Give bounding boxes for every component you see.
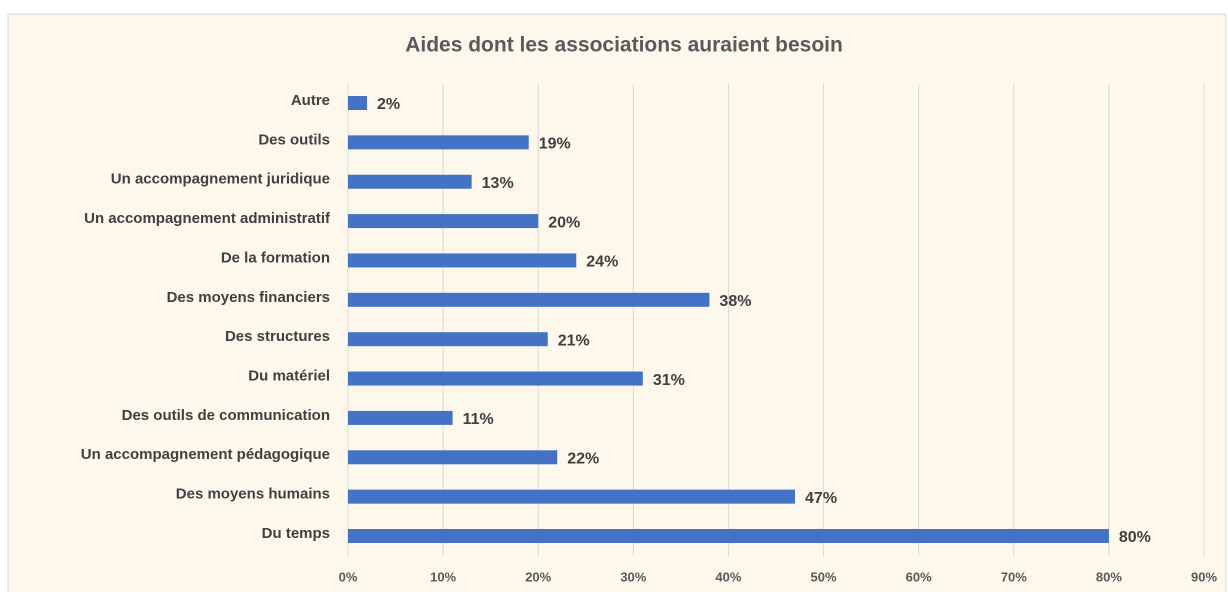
data-label: 20% xyxy=(548,214,580,231)
bar xyxy=(348,96,368,110)
bar xyxy=(348,529,1109,543)
x-tick-label: 30% xyxy=(620,569,646,584)
bar xyxy=(348,135,529,150)
y-tick-label: Du matériel xyxy=(248,368,330,385)
data-label: 22% xyxy=(567,450,599,467)
x-tick-label: 80% xyxy=(1096,569,1122,584)
x-tick-label: 50% xyxy=(811,569,837,584)
chart-title: Aides dont les associations auraient bes… xyxy=(405,34,843,57)
y-tick-label: Des outils de communication xyxy=(122,407,330,424)
x-tick-label: 20% xyxy=(525,569,551,584)
x-tick-label: 40% xyxy=(715,569,741,584)
y-tick-label: Un accompagnement juridique xyxy=(111,171,330,188)
data-label: 21% xyxy=(558,332,590,349)
x-tick-label: 0% xyxy=(339,569,358,584)
bar xyxy=(348,253,577,268)
data-label: 11% xyxy=(463,411,494,428)
data-label: 38% xyxy=(719,293,751,310)
y-tick-label: Des moyens humains xyxy=(176,486,330,503)
bar xyxy=(348,174,472,189)
bar xyxy=(348,292,710,307)
y-tick-label: De la formation xyxy=(221,249,330,266)
bar xyxy=(348,410,453,425)
y-tick-label: Des structures xyxy=(225,328,330,345)
y-tick-label: Des moyens financiers xyxy=(167,289,330,306)
y-tick-label: Autre xyxy=(291,92,330,109)
data-label: 31% xyxy=(653,372,685,389)
data-label: 24% xyxy=(586,254,618,271)
bar xyxy=(348,450,558,465)
x-tick-label: 60% xyxy=(906,569,932,584)
bar xyxy=(348,371,643,386)
data-label: 19% xyxy=(539,136,571,153)
y-tick-label: Du temps xyxy=(262,525,330,542)
y-tick-label: Un accompagnement pédagogique xyxy=(81,446,330,463)
data-label: 47% xyxy=(805,490,837,507)
bar xyxy=(348,489,796,504)
y-tick-label: Des outils xyxy=(258,131,330,148)
x-tick-label: 70% xyxy=(1001,569,1027,584)
x-tick-label: 10% xyxy=(430,569,456,584)
bar xyxy=(348,332,548,347)
data-label: 80% xyxy=(1119,529,1151,546)
data-label: 2% xyxy=(377,96,400,113)
data-label: 13% xyxy=(482,175,514,192)
bar xyxy=(348,214,539,229)
y-tick-label: Un accompagnement administratif xyxy=(84,210,331,227)
x-tick-label: 90% xyxy=(1191,569,1217,584)
